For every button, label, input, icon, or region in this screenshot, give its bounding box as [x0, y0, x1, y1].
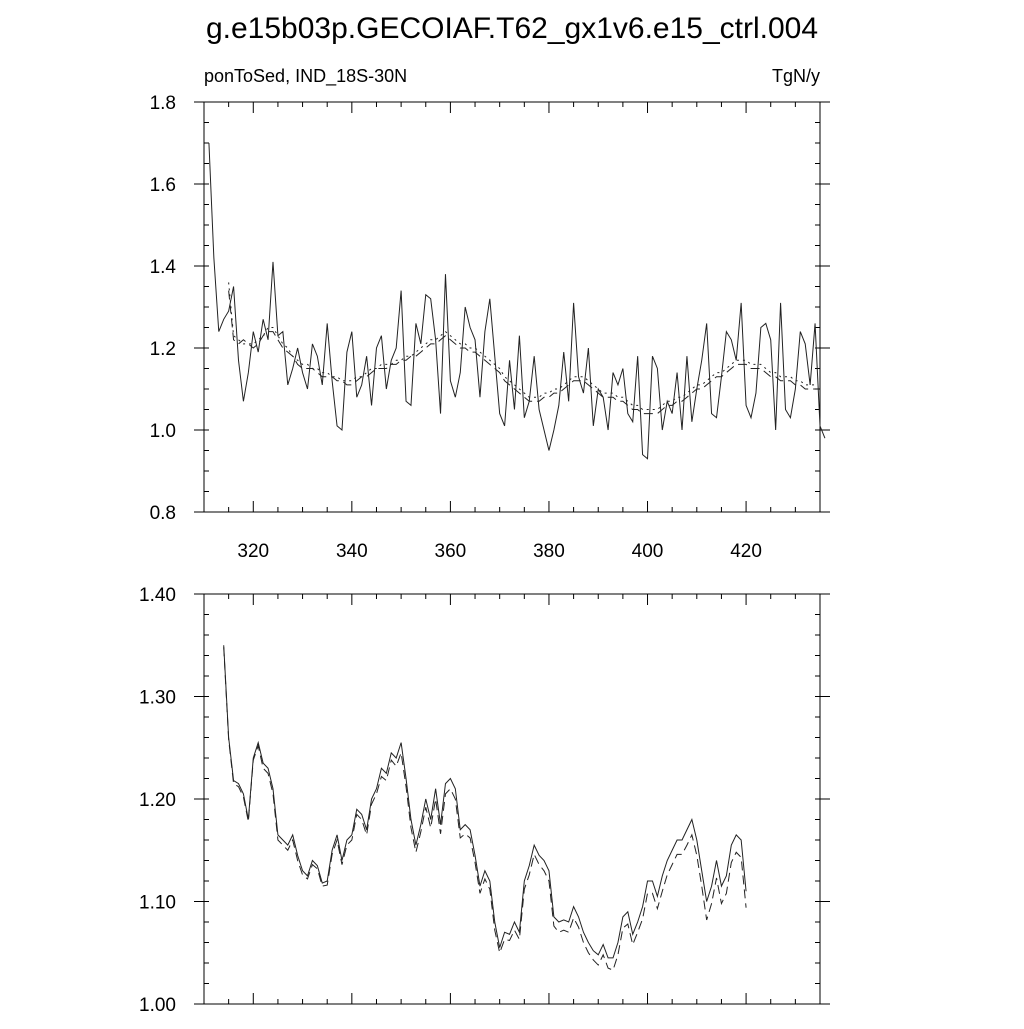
panel1-unit-label: TgN/y	[772, 66, 820, 86]
p2-y-tick-label: 1.00	[139, 995, 176, 1016]
p2-y-tick-label: 1.20	[139, 790, 176, 811]
panel-top: 320 340 360 380 400 420 0.8 1.0 1.2 1.4 1.6 1.8	[150, 93, 830, 562]
p1-x-tick-label: 360	[435, 541, 467, 562]
p1-series-solid-line	[208, 142, 826, 460]
p1-x-tick-label: 340	[336, 541, 368, 562]
p1-x-tick-label: 380	[533, 541, 565, 562]
p1-x-tick-label: 420	[730, 541, 762, 562]
p1-series-dashed-line	[228, 290, 816, 415]
p2-plot-frame	[203, 593, 821, 1005]
p2-y-tick-label: 1.30	[139, 688, 176, 709]
p1-x-tick-label: 400	[632, 541, 664, 562]
panel1-variable-label: ponToSed, IND_18S-30N	[204, 66, 407, 87]
p2-series-solid-line	[223, 645, 747, 959]
p1-y-tick-label: 1.8	[150, 93, 176, 114]
p2-series-dashed-line	[223, 647, 747, 971]
p1-y-tick-label: 1.6	[150, 175, 176, 196]
p2-y-tick-label: 1.10	[139, 893, 176, 914]
p1-y-tick-label: 1.4	[150, 257, 177, 278]
p2-y-tick-label: 1.40	[139, 585, 176, 606]
chart-title: g.e15b03p.GECOIAF.T62_gx1v6.e15_ctrl.004	[206, 12, 818, 45]
p1-y-tick-label: 1.2	[150, 339, 176, 360]
p1-y-tick-label: 0.8	[150, 503, 176, 524]
p1-plot-frame	[203, 101, 821, 513]
p1-x-tick-label: 320	[237, 541, 269, 562]
p1-series-dotted-line	[228, 282, 816, 410]
p1-y-tick-label: 1.0	[150, 421, 176, 442]
panel-bottom: 1.00 1.10 1.20 1.30 1.40	[139, 585, 830, 1016]
